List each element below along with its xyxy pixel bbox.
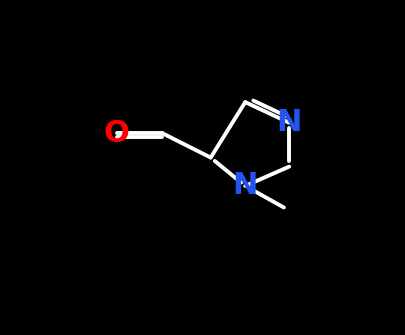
Text: N: N [232,172,258,200]
Text: O: O [104,119,130,147]
Text: N: N [277,108,302,137]
